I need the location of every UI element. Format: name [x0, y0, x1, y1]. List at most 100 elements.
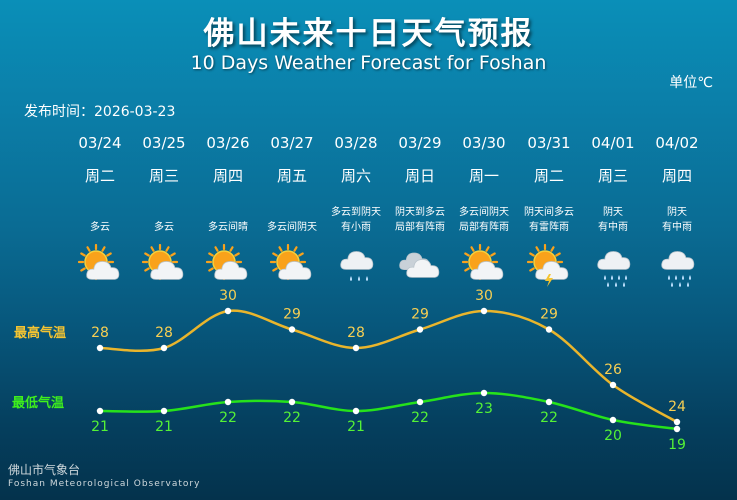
day-date: 04/02: [655, 134, 699, 152]
overcast-icon: [398, 244, 442, 288]
high-temp-point: [224, 307, 232, 315]
observatory-name-en: Foshan Meteorological Observatory: [8, 479, 201, 489]
day-condition-line2: 局部有阵雨: [459, 222, 509, 233]
low-temp-point: [352, 407, 360, 415]
high-temp-value: 29: [411, 307, 429, 323]
day-condition: 多云: [129, 203, 199, 235]
day-condition: 多云间阴天: [257, 203, 327, 235]
partly-cloudy-icon: [205, 243, 250, 288]
high-temp-value: 30: [475, 288, 493, 304]
day-column: 04/02 周四 阴天 有中雨: [642, 128, 712, 288]
day-weekday: 周二: [533, 167, 564, 185]
day-condition-line1: 阴天间多云: [524, 207, 574, 218]
high-temp-point: [288, 326, 296, 333]
day-column: 03/24 周二 多云: [65, 128, 135, 288]
day-column: 03/27 周五 多云间阴天: [257, 128, 327, 288]
day-date: 03/26: [206, 134, 250, 152]
day-condition-line2: 局部有阵雨: [395, 222, 445, 233]
low-temp-point: [480, 389, 488, 397]
page-subtitle: 10 Days Weather Forecast for Foshan: [190, 52, 547, 74]
low-temp-point: [224, 398, 232, 406]
partly-cloudy-icon: [461, 243, 506, 288]
day-date: 03/28: [334, 134, 378, 152]
low-temp-point: [673, 425, 681, 433]
day-condition-line1: 多云间阴天: [267, 222, 317, 233]
low-temp-value: 22: [219, 410, 237, 426]
day-condition-line2: 有中雨: [598, 222, 628, 233]
high-temp-value: 24: [668, 399, 686, 415]
low-temp-point: [96, 407, 104, 415]
day-date: 03/31: [527, 134, 571, 152]
day-condition-line1: 多云: [154, 222, 174, 233]
day-condition-line1: 多云: [90, 222, 110, 233]
low-temp-value: 21: [91, 419, 109, 435]
partly-cloudy-icon: [141, 243, 186, 288]
day-condition-line2: 有小雨: [341, 222, 371, 233]
day-weekday: 周三: [148, 167, 179, 185]
day-date: 03/30: [462, 134, 506, 152]
day-condition-line2: 有中雨: [662, 222, 692, 233]
low-temp-label: 最低气温: [12, 396, 65, 411]
high-temp-point: [609, 381, 617, 389]
high-temp-value: 30: [219, 288, 237, 304]
publish-time: 发布时间：2026-03-23: [24, 104, 176, 120]
high-temp-value: 28: [155, 325, 173, 341]
high-temp-value: 29: [283, 307, 301, 323]
low-temp-point: [288, 398, 296, 406]
day-condition-line1: 阴天: [603, 207, 623, 218]
high-temp-point: [416, 326, 424, 333]
day-column: 03/26 周四 多云间晴: [193, 128, 263, 288]
high-temp-value: 28: [347, 325, 365, 341]
low-temp-point: [160, 407, 168, 415]
low-temp-value: 19: [668, 437, 686, 453]
day-condition: 阴天间多云 有雷阵雨: [514, 203, 584, 235]
high-temp-value: 29: [540, 307, 558, 323]
day-date: 03/29: [398, 134, 442, 152]
partly-cloudy-icon: [269, 243, 314, 288]
light-rain-icon: [334, 244, 378, 288]
low-temp-line: [99, 391, 678, 431]
day-column: 03/31 周二阴天间多云有雷阵雨: [514, 128, 584, 288]
day-column: 04/01 周三阴天有中雨: [578, 128, 648, 288]
day-weekday: 周三: [597, 167, 628, 185]
day-condition: 多云: [65, 203, 135, 235]
day-date: 04/01: [591, 134, 635, 152]
day-column: 03/30 周一 多云间阴天 局部有阵雨: [449, 128, 519, 288]
high-temp-point: [673, 418, 681, 426]
low-temp-value: 21: [347, 419, 365, 435]
low-temp-point: [545, 398, 553, 406]
day-condition-line1: 多云间阴天: [459, 207, 509, 218]
low-temp-value: 22: [283, 410, 301, 426]
unit-label: 单位℃: [669, 75, 713, 91]
low-temp-value: 22: [540, 410, 558, 426]
day-condition-line1: 阴天: [667, 207, 687, 218]
day-column: 03/28 周六 多云到阴天 有小雨: [321, 128, 391, 288]
partly-cloudy-icon: [77, 243, 122, 288]
low-temp-value: 21: [155, 419, 173, 435]
thunderstorm-icon: [526, 243, 571, 288]
low-temp-value: 23: [475, 401, 493, 417]
day-weekday: 周二: [84, 167, 115, 185]
day-column: 03/25 周三多云: [129, 128, 199, 288]
high-temp-point: [545, 326, 553, 333]
low-temp-point: [609, 416, 617, 424]
day-date: 03/27: [270, 134, 314, 152]
day-date: 03/25: [142, 134, 186, 152]
high-temp-value: 28: [91, 325, 109, 341]
day-condition-line1: 多云到阴天: [331, 207, 381, 218]
moderate-rain-icon: [591, 244, 635, 288]
high-temp-point: [352, 344, 360, 352]
day-column: 03/29 周日 阴天到多云 局部有阵雨: [385, 128, 455, 288]
day-condition-line2: 有雷阵雨: [529, 222, 569, 233]
high-temp-point: [96, 344, 104, 352]
high-temp-value: 26: [604, 362, 622, 378]
day-condition: 阴天到多云 局部有阵雨: [385, 203, 455, 235]
high-temp-line: [99, 309, 678, 424]
page-title: 佛山未来十日天气预报: [203, 16, 534, 52]
low-temp-value: 20: [604, 428, 622, 444]
day-condition: 多云到阴天 有小雨: [321, 203, 391, 235]
high-temp-point: [160, 344, 168, 352]
low-temp-point: [416, 398, 424, 406]
high-temp-label: 最高气温: [14, 326, 67, 341]
